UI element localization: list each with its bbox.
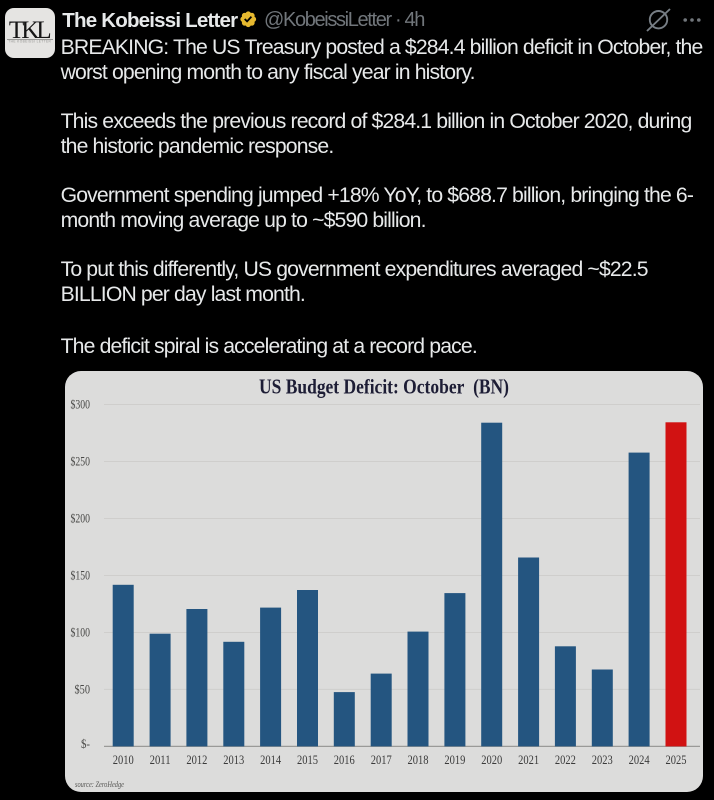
svg-text:$200: $200 [71,512,91,526]
svg-text:2015: 2015 [297,752,318,767]
svg-text:2010: 2010 [113,752,134,767]
svg-text:2023: 2023 [592,752,613,767]
svg-text:$250: $250 [71,455,91,469]
svg-text:2019: 2019 [444,752,465,767]
svg-text:2025: 2025 [666,752,687,767]
svg-text:2011: 2011 [150,752,171,767]
svg-text:2017: 2017 [371,752,392,767]
svg-text:2014: 2014 [260,752,281,767]
svg-text:source: ZeroHedge: source: ZeroHedge [75,780,124,789]
svg-text:2013: 2013 [223,752,244,767]
svg-text:2012: 2012 [186,752,207,767]
svg-text:2016: 2016 [334,752,355,767]
svg-text:2020: 2020 [481,752,502,767]
svg-text:$150: $150 [71,569,91,583]
svg-text:2021: 2021 [518,752,539,767]
svg-text:$100: $100 [71,626,91,640]
svg-text:$50: $50 [75,682,91,696]
svg-text:2024: 2024 [629,752,650,767]
svg-text:$300: $300 [71,398,91,412]
svg-text:2022: 2022 [555,752,576,767]
svg-text:US Budget Deficit: October (B: US Budget Deficit: October (BN) [259,375,509,399]
svg-text:2018: 2018 [408,752,429,767]
svg-text:$-: $- [81,737,90,751]
